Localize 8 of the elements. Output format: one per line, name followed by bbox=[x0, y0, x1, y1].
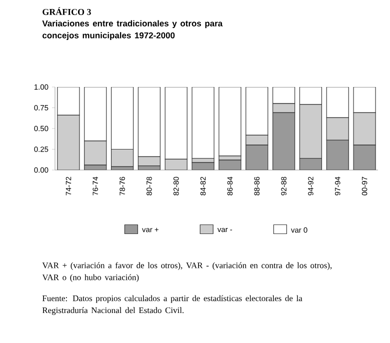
bar bbox=[218, 87, 242, 156]
chart-subtitle: Variaciones entre tradicionales y otros para concejos municipales 1972-2000 bbox=[42, 20, 223, 40]
bar bbox=[192, 87, 214, 159]
source-note: Fuente: Datos propios calculados a partir de estadísticas electorales de la Registraduría Nacional del Estado Civil. bbox=[42, 295, 302, 315]
text: VAR + (variación a favor de los otros), VAR - (variación en contra de los otros), VAR o (no hubo variación) bbox=[42, 262, 332, 282]
chart-title: GRÁFICO 3 bbox=[42, 7, 91, 15]
bar bbox=[192, 162, 214, 170]
bar bbox=[218, 160, 242, 170]
